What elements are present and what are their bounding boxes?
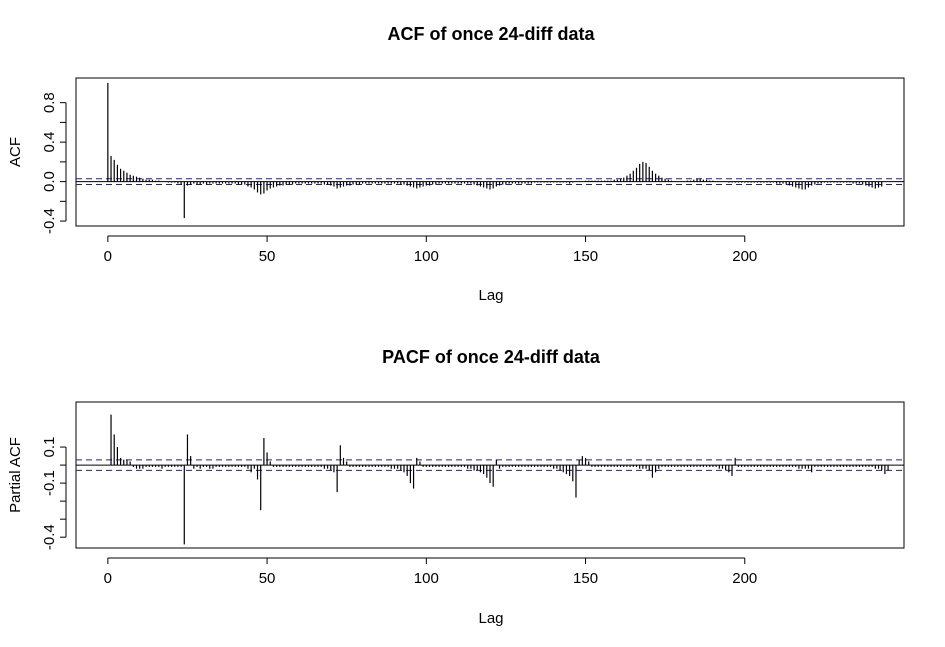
pacf-x-tick-label: 50 [259, 570, 276, 587]
acf-x-axis-label: Lag [478, 287, 503, 304]
pacf-y-axis-label: Partial ACF [7, 437, 24, 513]
pacf-bars [110, 414, 889, 545]
acf-plot-frame [75, 77, 905, 227]
acf-y-tick-label: 0.0 [41, 171, 58, 192]
pacf-y-tick-label: -0.4 [41, 524, 58, 550]
pacf-x-tick-label: 100 [414, 570, 439, 587]
acf-title: ACF of once 24-diff data [387, 24, 595, 44]
pacf-x-tick-label: 150 [573, 570, 598, 587]
acf-x-axis: 0 50 100 150 200 [104, 235, 757, 265]
pacf-title: PACF of once 24-diff data [382, 347, 601, 367]
acf-x-tick-label: 200 [732, 248, 757, 265]
pacf-x-axis: 0 50 100 150 200 [104, 557, 757, 587]
acf-x-tick-label: 150 [573, 248, 598, 265]
acf-panel: ACF of once 24-diff data 0 50 100 150 200 -0… [7, 24, 905, 304]
acf-y-tick-label: 0.4 [41, 132, 58, 153]
pacf-y-tick-label: 0.1 [41, 437, 58, 458]
pacf-y-tick-label: -0.1 [41, 470, 58, 496]
acf-x-tick-label: 50 [259, 248, 276, 265]
pacf-x-axis-label: Lag [478, 610, 503, 627]
acf-y-axis: -0.4 0.0 0.4 0.8 [41, 92, 67, 234]
pacf-x-tick-label: 200 [732, 570, 757, 587]
pacf-x-tick-label: 0 [104, 570, 112, 587]
pacf-panel: PACF of once 24-diff data 0 50 100 150 200 -… [7, 347, 905, 627]
pacf-y-axis: -0.4 -0.1 0.1 [41, 437, 67, 550]
acf-y-tick-label: 0.8 [41, 92, 58, 113]
acf-bars [107, 82, 883, 219]
acf-y-tick-label: -0.4 [41, 208, 58, 234]
acf-x-tick-label: 100 [414, 248, 439, 265]
acf-y-axis-label: ACF [7, 137, 24, 167]
pacf-plot-frame [75, 401, 905, 549]
acf-x-tick-label: 0 [104, 248, 112, 265]
